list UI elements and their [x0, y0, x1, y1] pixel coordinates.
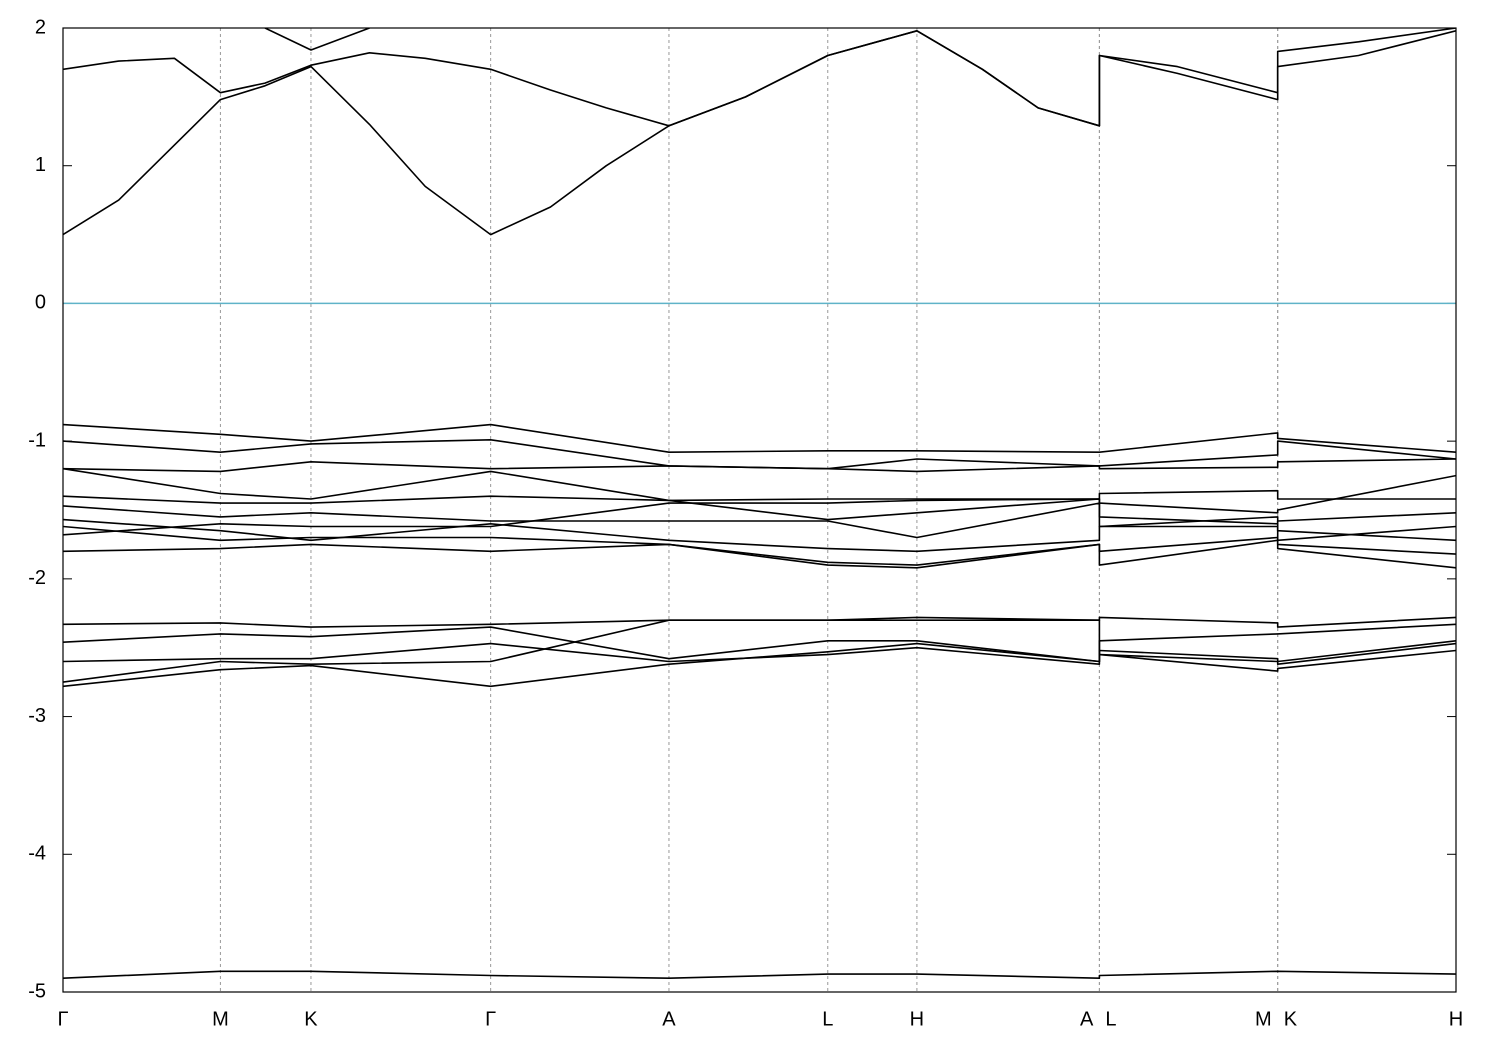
band-line — [63, 502, 1456, 539]
x-tick-label: L — [822, 1008, 833, 1030]
band-line — [63, 525, 1456, 566]
band-line — [264, 28, 370, 51]
band-line — [63, 616, 1456, 628]
band-line — [63, 970, 1456, 979]
x-tick-label: M — [1255, 1008, 1272, 1030]
x-tick-label: K — [304, 1008, 318, 1030]
y-tick-label: -3 — [28, 705, 46, 727]
x-tick-label: A — [662, 1008, 676, 1030]
x-tick-label: H — [910, 1008, 924, 1030]
band-line — [63, 619, 1456, 683]
x-tick-label: K — [1284, 1008, 1298, 1030]
x-tick-label: Γ — [485, 1008, 496, 1030]
band-line — [63, 642, 1456, 688]
y-tick-label: -2 — [28, 567, 46, 589]
plot-frame — [62, 27, 1457, 993]
band-line — [63, 28, 1456, 127]
band-line — [63, 498, 1456, 542]
y-tick-label: -5 — [28, 980, 46, 1002]
band-line — [63, 439, 1456, 470]
x-tick-label: M — [212, 1008, 229, 1030]
band-line — [63, 467, 1456, 502]
y-tick-label: -1 — [28, 429, 46, 451]
y-tick-label: 2 — [35, 16, 46, 38]
x-tick-label: Γ — [57, 1008, 68, 1030]
x-tick-label: H — [1449, 1008, 1463, 1030]
y-tick-label: 1 — [35, 154, 46, 176]
band-line — [63, 474, 1456, 521]
x-tick-label: L — [1105, 1008, 1116, 1030]
y-tick-label: -4 — [28, 843, 46, 865]
bands — [63, 28, 1456, 979]
band-line — [63, 640, 1456, 665]
y-tick-label: 0 — [35, 292, 46, 314]
band-line — [63, 423, 1456, 453]
band-line — [63, 539, 1456, 569]
x-tick-label: A — [1080, 1008, 1094, 1030]
band-line — [63, 30, 1456, 236]
band-line — [63, 623, 1456, 663]
band-line — [63, 458, 1456, 473]
